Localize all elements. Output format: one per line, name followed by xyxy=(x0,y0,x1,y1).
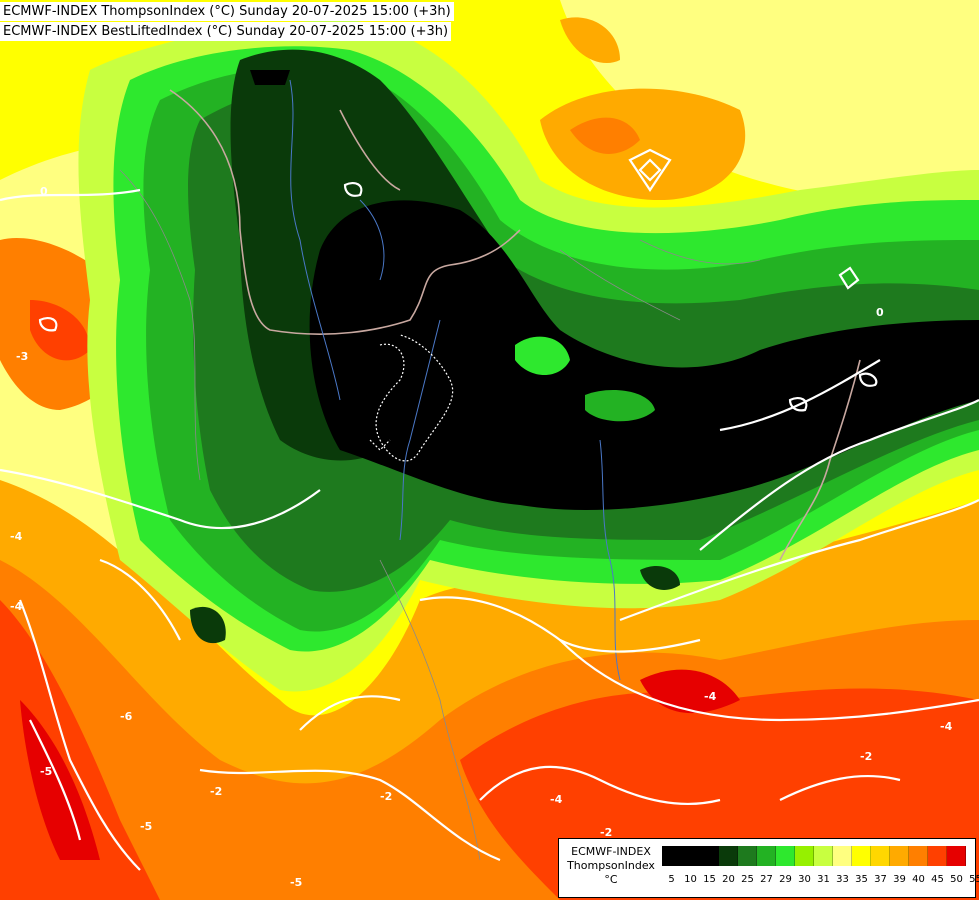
legend-tick: 29 xyxy=(779,874,792,885)
legend-swatch xyxy=(757,846,776,866)
legend-model: ECMWF-INDEX xyxy=(571,845,651,858)
legend-tick: 30 xyxy=(798,874,811,885)
legend-tick: 5 xyxy=(668,874,675,885)
legend-tick: 20 xyxy=(722,874,735,885)
contour-label: -5 xyxy=(290,876,302,889)
rivers xyxy=(289,79,621,681)
legend-swatch xyxy=(795,846,814,866)
legend-tick: 33 xyxy=(836,874,849,885)
legend-tick: 37 xyxy=(874,874,887,885)
legend-swatch xyxy=(947,846,966,866)
thompson-field-orange xyxy=(540,88,746,200)
thompson-field-light-yellow xyxy=(560,0,979,203)
contour-label: -2 xyxy=(380,790,392,803)
legend-tick: 31 xyxy=(817,874,830,885)
lifted-index-contours xyxy=(0,148,979,871)
thompson-field-red xyxy=(30,300,90,361)
legend-tick: 45 xyxy=(931,874,944,885)
legend-tick: 25 xyxy=(741,874,754,885)
legend-swatch xyxy=(871,846,890,866)
legend-tick: 39 xyxy=(893,874,906,885)
contour-label: -2 xyxy=(210,785,222,798)
map-title-thompson-index: ECMWF-INDEX ThompsonIndex (°C) Sunday 20… xyxy=(0,2,454,21)
contour-label: -4 xyxy=(704,690,717,703)
legend-tick-labels: 51015202527293031333537394045505560 xyxy=(662,874,979,888)
contour-label: -6 xyxy=(120,710,133,723)
contour-label: -5 xyxy=(140,820,152,833)
lifted-index-dotted xyxy=(369,334,454,462)
thompson-field-black xyxy=(250,70,290,85)
legend-tick: 55 xyxy=(969,874,979,885)
thompson-field-green-island xyxy=(640,565,680,590)
thompson-field-green-island xyxy=(515,336,570,375)
legend-title: ECMWF-INDEX ThompsonIndex °C xyxy=(563,845,659,887)
legend-swatch xyxy=(719,846,738,866)
contour-label: -2 xyxy=(860,750,872,763)
contour-label: -2 xyxy=(600,826,612,839)
thompson-field-green-island xyxy=(190,606,226,644)
legend-unit: °C xyxy=(604,873,618,886)
legend-swatch xyxy=(662,846,681,866)
contour-label: -4 xyxy=(10,530,23,543)
contour-label: -4 xyxy=(940,720,953,733)
legend-swatch xyxy=(833,846,852,866)
legend-swatch xyxy=(738,846,757,866)
map-title-best-lifted-index: ECMWF-INDEX BestLiftedIndex (°C) Sunday … xyxy=(0,22,452,41)
legend-swatch xyxy=(890,846,909,866)
legend-tick: 27 xyxy=(760,874,773,885)
legend-swatch xyxy=(700,846,719,866)
contour-label: 0 xyxy=(40,185,48,198)
legend-swatch xyxy=(909,846,928,866)
legend-tick: 10 xyxy=(684,874,697,885)
legend-swatch xyxy=(681,846,700,866)
thompson-field-green-island xyxy=(585,390,655,422)
contour-label: -5 xyxy=(40,765,52,778)
legend-parameter: ThompsonIndex xyxy=(567,859,655,872)
contour-label: -4 xyxy=(10,600,23,613)
contour-label: -3 xyxy=(16,350,28,363)
legend-tick: 50 xyxy=(950,874,963,885)
contour-label: 0 xyxy=(876,306,884,319)
thompson-field-red xyxy=(0,600,160,900)
legend-tick: 35 xyxy=(855,874,868,885)
admin-borders xyxy=(119,169,761,861)
legend-swatch xyxy=(928,846,947,866)
legend-swatch xyxy=(814,846,833,866)
thompson-field-dark-orange xyxy=(570,117,640,154)
thompson-field-orange xyxy=(560,17,620,64)
legend-tick: 40 xyxy=(912,874,925,885)
legend-color-bar xyxy=(662,846,966,866)
thompson-field-deep-red xyxy=(640,669,740,714)
contour-label: -4 xyxy=(550,793,563,806)
thompson-field-black xyxy=(309,200,979,511)
legend-tick: 15 xyxy=(703,874,716,885)
country-borders xyxy=(169,89,861,561)
color-legend: ECMWF-INDEX ThompsonIndex °C 5 10 15 20 25 27… xyxy=(558,838,979,898)
legend-swatch xyxy=(776,846,795,866)
legend-swatch xyxy=(852,846,871,866)
